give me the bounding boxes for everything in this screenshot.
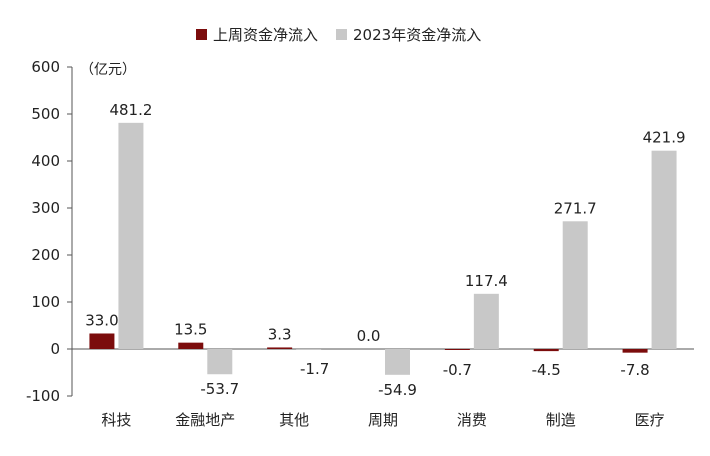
- y-tick-label: 0: [50, 340, 60, 358]
- bar-last-week-0: [89, 333, 115, 349]
- data-label: 3.3: [268, 325, 292, 343]
- bar-last-week-1: [178, 342, 204, 349]
- x-tick-label: 制造: [546, 411, 576, 429]
- bar-2023-0: [118, 122, 144, 349]
- data-label: 421.9: [643, 129, 686, 147]
- x-tick-label: 消费: [457, 411, 487, 429]
- y-tick-label: 100: [31, 293, 60, 311]
- y-tick-label: 300: [31, 199, 60, 217]
- legend-label-2023: 2023年资金净流入: [353, 26, 482, 44]
- data-label: -53.7: [200, 380, 239, 398]
- bar-2023-4: [473, 293, 499, 349]
- bar-2023-3: [385, 349, 410, 375]
- y-tick-label: -100: [26, 387, 60, 405]
- y-axis-unit: （亿元）: [80, 62, 136, 78]
- bar-last-week-5: [533, 349, 559, 352]
- legend-item-last-week: 上周资金净流入: [196, 24, 318, 45]
- data-label: 117.4: [465, 272, 508, 290]
- data-label: 13.5: [174, 321, 207, 339]
- data-label: -7.8: [620, 361, 649, 379]
- data-label: -4.5: [532, 361, 561, 379]
- bar-last-week-6: [622, 349, 648, 353]
- y-tick-label: 400: [31, 152, 60, 170]
- x-tick-label: 金融地产: [175, 411, 235, 429]
- y-tick-label: 500: [31, 105, 60, 123]
- legend-swatch-2023: [336, 29, 348, 40]
- bar-2023-6: [651, 150, 677, 349]
- data-label: 0.0: [357, 327, 381, 345]
- bar-last-week-4: [444, 349, 470, 350]
- x-tick-label: 医疗: [635, 411, 665, 429]
- data-label: -54.9: [378, 381, 417, 399]
- data-label: -1.7: [300, 360, 329, 378]
- bar-last-week-2: [267, 347, 293, 349]
- data-label: 271.7: [554, 199, 597, 217]
- legend-swatch-last-week: [196, 29, 207, 40]
- bar-2023-1: [207, 349, 233, 375]
- x-tick-label: 科技: [101, 411, 131, 429]
- data-label: 481.2: [109, 101, 152, 119]
- y-tick-label: 200: [31, 246, 60, 264]
- legend-item-2023: 2023年资金净流入: [336, 24, 481, 45]
- chart-legend: 上周资金净流入 2023年资金净流入: [196, 24, 499, 45]
- x-tick-label: 其他: [279, 411, 309, 429]
- bar-2023-2: [296, 349, 322, 350]
- legend-label-last-week: 上周资金净流入: [213, 26, 319, 44]
- data-label: 33.0: [85, 311, 118, 329]
- x-tick-label: 周期: [368, 411, 398, 429]
- bar-2023-5: [562, 221, 588, 349]
- y-tick-label: 600: [31, 58, 60, 76]
- data-label: -0.7: [443, 361, 472, 379]
